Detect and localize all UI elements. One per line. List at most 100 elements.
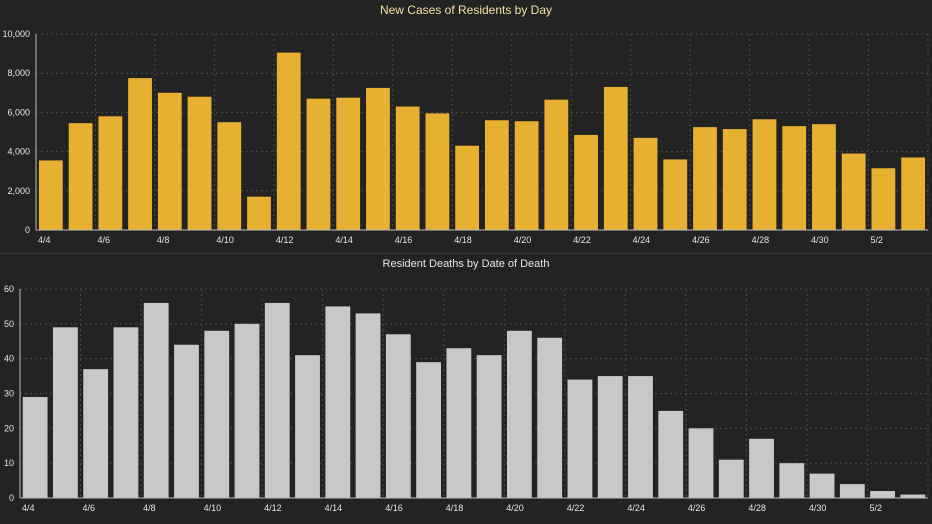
y-tick-label: 10,000 [2,29,30,39]
x-tick-label: 4/8 [157,235,170,245]
bar-4-9[interactable] [187,96,212,230]
bar-4-25[interactable] [658,410,684,498]
x-tick-label: 4/20 [514,235,532,245]
bar-4-26[interactable] [693,127,717,230]
bar-4-22[interactable] [574,134,598,230]
bar-4-13[interactable] [306,98,331,231]
x-tick-label: 4/26 [692,235,710,245]
bar-4-19[interactable] [484,120,509,230]
bar-4-7[interactable] [113,327,139,498]
x-tick-label: 4/12 [276,235,294,245]
bar-4-20[interactable] [506,330,532,498]
y-tick-label: 30 [4,389,14,399]
bar-4-15[interactable] [355,313,381,498]
bar-4-29[interactable] [782,126,807,230]
bar-4-14[interactable] [325,306,351,498]
y-tick-label: 60 [4,284,14,294]
bar-4-28[interactable] [752,119,777,230]
x-tick-label: 4/12 [264,503,282,513]
bar-4-16[interactable] [385,334,411,498]
bar-4-17[interactable] [425,113,450,230]
chart-divider [0,253,932,254]
bar-4-13[interactable] [295,355,320,498]
bar-5-3[interactable] [901,157,926,230]
bar-5-1[interactable] [841,153,866,230]
x-tick-label: 5/2 [871,235,884,245]
x-tick-label: 4/14 [335,235,353,245]
x-tick-label: 4/14 [325,503,343,513]
bar-5-2[interactable] [871,168,896,230]
y-tick-label: 40 [4,354,14,364]
bar-4-8[interactable] [157,92,182,230]
y-tick-label: 6,000 [7,107,30,117]
bar-4-30[interactable] [809,473,835,498]
x-tick-label: 4/4 [22,503,35,513]
bar-5-3[interactable] [900,494,926,498]
chart-title: Resident Deaths by Date of Death [383,258,550,270]
y-tick-label: 0 [25,225,30,235]
bar-4-12[interactable] [264,302,290,498]
bar-4-4[interactable] [38,160,63,230]
x-tick-label: 4/6 [83,503,96,513]
y-tick-label: 4,000 [7,147,30,157]
bar-4-5[interactable] [68,123,93,230]
chart-title: New Cases of Residents by Day [380,3,552,17]
bar-4-28[interactable] [749,438,774,498]
bar-4-11[interactable] [247,196,271,230]
bar-4-26[interactable] [688,428,714,498]
bar-4-11[interactable] [234,323,260,498]
bar-4-27[interactable] [718,459,744,498]
bar-4-5[interactable] [52,327,78,498]
x-tick-label: 4/28 [752,235,770,245]
bar-4-23[interactable] [597,376,623,498]
bar-5-1[interactable] [839,484,865,498]
bar-4-18[interactable] [455,145,480,230]
bar-4-8[interactable] [143,302,169,498]
bar-4-25[interactable] [663,159,688,230]
x-tick-label: 4/22 [567,503,585,513]
bar-4-6[interactable] [98,116,123,230]
bar-4-19[interactable] [476,355,502,498]
bar-4-24[interactable] [633,137,658,230]
x-tick-label: 4/22 [573,235,591,245]
x-tick-label: 4/16 [395,235,413,245]
bar-4-18[interactable] [446,348,472,498]
x-tick-label: 4/10 [216,235,234,245]
bar-4-9[interactable] [174,344,199,498]
bar-4-10[interactable] [204,330,230,498]
bar-4-20[interactable] [514,121,539,230]
x-tick-label: 4/10 [204,503,222,513]
bar-4-21[interactable] [544,99,569,230]
bar-4-4[interactable] [22,396,48,498]
bar-4-14[interactable] [336,97,361,230]
bar-4-22[interactable] [567,379,593,498]
x-tick-label: 4/26 [688,503,706,513]
bar-4-12[interactable] [276,52,301,231]
new-cases-chart: New Cases of Residents by Day 0 2,000 4,000… [2,3,929,245]
bar-4-30[interactable] [812,124,836,230]
bar-4-27[interactable] [722,129,747,230]
x-tick-label: 4/6 [97,235,110,245]
bar-4-21[interactable] [537,337,563,498]
y-tick-label: 50 [4,319,14,329]
bar-4-17[interactable] [416,362,442,498]
x-tick-label: 4/18 [446,503,464,513]
x-tick-label: 4/20 [506,503,524,513]
x-tick-label: 4/4 [38,235,51,245]
x-tick-label: 4/24 [627,503,645,513]
bar-5-2[interactable] [870,491,896,498]
x-tick-label: 4/16 [385,503,403,513]
bar-4-24[interactable] [628,376,653,498]
bar-4-10[interactable] [217,122,242,230]
bar-4-23[interactable] [603,86,628,230]
bar-4-16[interactable] [395,106,420,230]
x-tick-label: 4/24 [633,235,651,245]
bar-4-29[interactable] [779,463,805,498]
bar-4-6[interactable] [83,369,109,498]
y-tick-label: 0 [9,493,14,503]
x-tick-label: 4/18 [454,235,472,245]
x-tick-label: 4/8 [143,503,156,513]
bar-4-15[interactable] [366,87,390,231]
bar-4-7[interactable] [128,78,152,230]
